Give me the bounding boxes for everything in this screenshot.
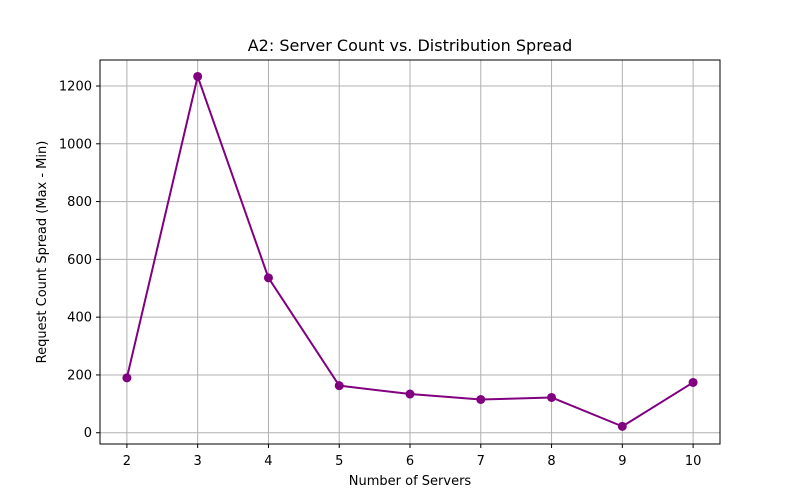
y-tick-label: 0	[84, 426, 92, 441]
x-axis-ticks: 2 3 4 5 6 7 8 9 10	[123, 444, 702, 469]
y-tick-label: 400	[67, 311, 92, 326]
x-axis-label: Number of Servers	[349, 474, 472, 489]
y-tick-label: 200	[67, 368, 92, 383]
data-point	[547, 392, 557, 402]
chart-title: A2: Server Count vs. Distribution Spread	[248, 36, 573, 55]
y-tick-label: 1000	[59, 137, 92, 152]
y-tick-label: 600	[67, 253, 92, 268]
y-axis-ticks: 0 200 400 600 800 1000 1200	[59, 80, 100, 441]
data-point	[688, 377, 698, 387]
grid	[100, 60, 720, 444]
y-axis-label: Request Count Spread (Max - Min)	[35, 141, 50, 364]
x-tick-label: 3	[194, 454, 202, 469]
data-point	[193, 71, 203, 81]
x-tick-label: 6	[406, 454, 414, 469]
x-tick-label: 5	[335, 454, 343, 469]
x-tick-label: 9	[618, 454, 626, 469]
x-tick-label: 2	[123, 454, 131, 469]
x-tick-label: 7	[477, 454, 485, 469]
y-tick-label: 1200	[59, 80, 92, 95]
data-point	[617, 421, 627, 431]
x-tick-label: 4	[264, 454, 272, 469]
y-tick-label: 800	[67, 195, 92, 210]
data-point	[334, 381, 344, 391]
data-point	[476, 395, 486, 405]
x-tick-label: 8	[547, 454, 555, 469]
x-tick-label: 10	[685, 454, 702, 469]
data-point	[122, 373, 132, 383]
data-point	[263, 273, 273, 283]
data-point	[405, 389, 415, 399]
series	[122, 71, 698, 431]
